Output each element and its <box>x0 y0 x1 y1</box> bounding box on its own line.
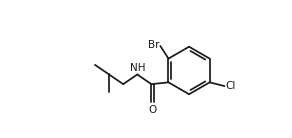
Text: O: O <box>148 105 157 115</box>
Text: Cl: Cl <box>225 81 235 91</box>
Text: NH: NH <box>130 63 145 73</box>
Text: Br: Br <box>148 40 160 50</box>
